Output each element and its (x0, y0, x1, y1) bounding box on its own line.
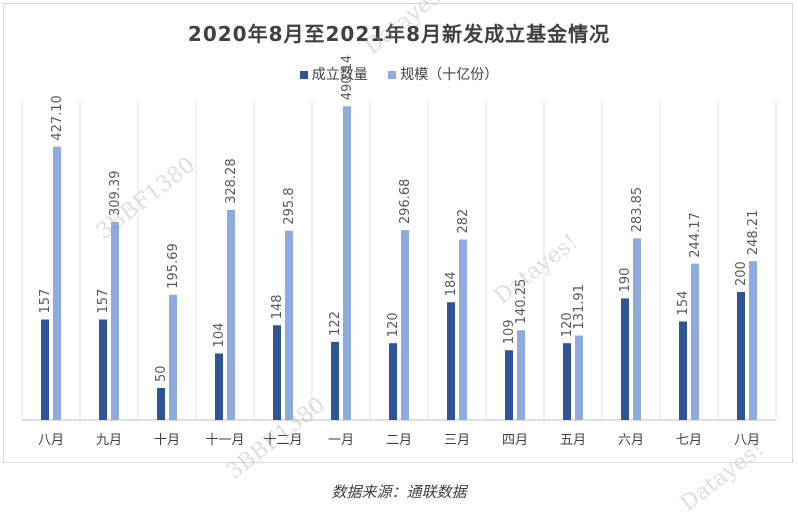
bar (343, 106, 351, 421)
bar (389, 343, 397, 420)
data-label: 328.28 (224, 158, 239, 204)
data-label: 120 (386, 312, 401, 337)
bar (691, 263, 699, 420)
x-tick-label: 一月 (328, 433, 354, 448)
x-tick-label: 八月 (734, 433, 760, 448)
bar (459, 239, 467, 420)
data-label: 157 (38, 289, 53, 314)
data-label: 200 (734, 261, 749, 286)
x-tick-label: 十一月 (205, 433, 244, 448)
data-label: 296.68 (398, 179, 413, 225)
legend-swatch-count (299, 71, 308, 79)
data-label: 109 (502, 319, 517, 344)
data-label: 140.25 (514, 279, 529, 325)
legend-label-count: 成立数量 (311, 67, 368, 83)
legend-item-scale: 规模（十亿份） (388, 64, 498, 84)
chart-title: 2020年8月至2021年8月新发成立基金情况 (187, 22, 611, 46)
bar (737, 292, 745, 420)
bar (53, 146, 61, 420)
data-label: 157 (96, 289, 111, 314)
legend-label-scale: 规模（十亿份） (400, 67, 499, 83)
legend-item-count: 成立数量 (299, 64, 368, 84)
x-tick-label: 六月 (618, 433, 644, 448)
data-label: 427.10 (50, 95, 65, 141)
bar (157, 388, 165, 420)
bar (41, 319, 49, 420)
data-label: 131.91 (572, 284, 587, 330)
x-tick-label: 八月 (38, 433, 64, 448)
data-label: 195.69 (166, 243, 181, 289)
bar (285, 230, 293, 420)
bar (169, 294, 177, 420)
data-label: 490.14 (340, 55, 355, 101)
bar (447, 302, 455, 420)
data-label: 104 (212, 323, 227, 348)
x-tick-label: 十月 (154, 433, 180, 448)
bar (563, 343, 571, 420)
data-label: 248.21 (746, 210, 761, 256)
legend: 成立数量 规模（十亿份） (0, 64, 798, 84)
bar (679, 321, 687, 420)
data-label: 148 (270, 294, 285, 319)
data-label: 50 (154, 365, 169, 382)
bar-chart: 157 427.10 八月 157 309.39 九月 50 195.69 十月 104 328.2… (21, 55, 777, 448)
x-tick-label: 七月 (676, 433, 702, 448)
bar (99, 319, 107, 420)
bar (575, 335, 583, 420)
x-tick-label: 三月 (444, 433, 470, 448)
bar (227, 209, 235, 420)
legend-swatch-scale (388, 71, 397, 79)
bar (273, 325, 281, 420)
bar (749, 261, 757, 420)
data-label: 295.8 (282, 187, 297, 224)
x-tick-label: 五月 (560, 433, 586, 448)
bar (505, 350, 513, 420)
data-label: 122 (328, 311, 343, 336)
bar (633, 238, 641, 420)
bar (331, 341, 339, 420)
x-tick-label: 四月 (502, 433, 528, 448)
data-label: 184 (444, 271, 459, 296)
data-label: 190 (618, 268, 633, 293)
bar (215, 353, 223, 420)
bar (517, 330, 525, 420)
x-tick-label: 二月 (386, 433, 412, 448)
data-label: 244.17 (688, 212, 703, 258)
data-label: 309.39 (108, 170, 123, 216)
data-label: 283.85 (630, 187, 645, 233)
data-label: 120 (560, 312, 575, 337)
bar (401, 230, 409, 420)
data-label: 154 (676, 291, 691, 316)
data-label: 282 (456, 209, 471, 234)
x-tick-label: 十二月 (263, 433, 302, 448)
bar (621, 298, 629, 420)
chart-frame (3, 3, 793, 463)
data-source: 数据来源：通联数据 (331, 483, 467, 501)
x-tick-label: 九月 (96, 433, 122, 448)
bar (111, 221, 119, 420)
